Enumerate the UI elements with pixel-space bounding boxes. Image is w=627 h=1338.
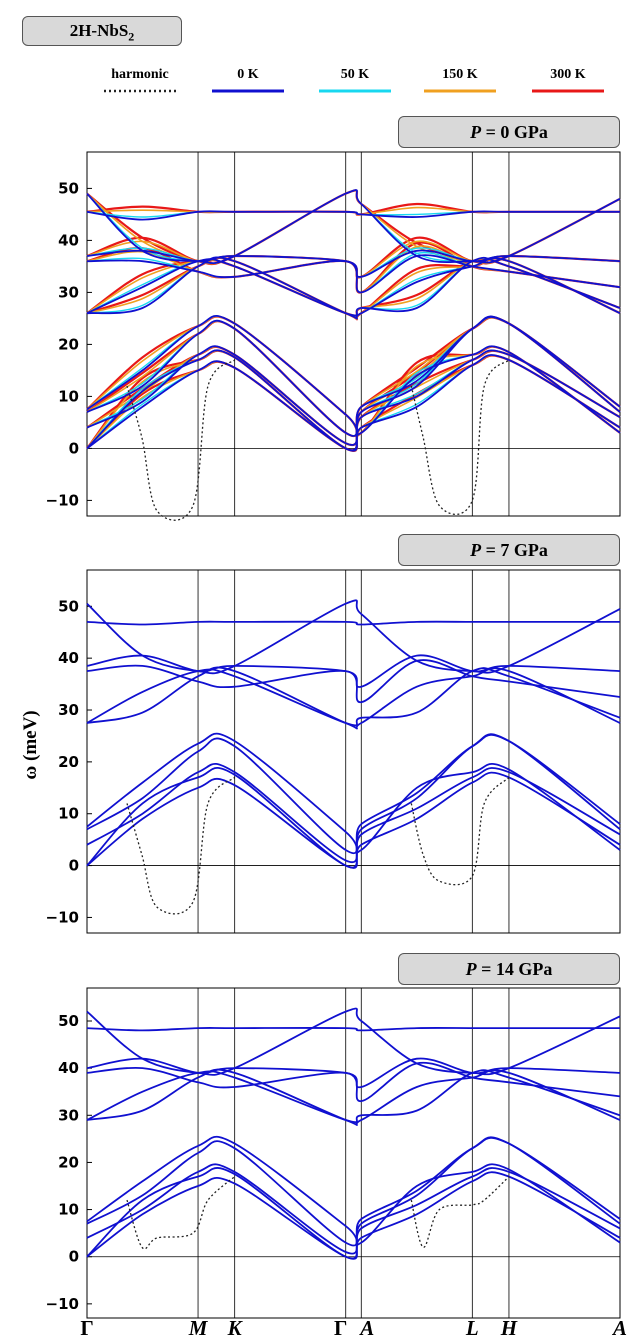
dispersion-band — [86, 666, 621, 730]
panel-2: −10 0 10 20 30 40 50 — [46, 987, 621, 1319]
y-tick-label: 40 — [58, 1059, 79, 1077]
dispersion-band — [86, 315, 621, 437]
dispersion-band — [86, 767, 621, 869]
panel-var-p7: P — [470, 540, 482, 560]
y-tick-label: 10 — [58, 1201, 79, 1219]
y-tick-label: 40 — [58, 231, 79, 249]
dispersion-band — [86, 249, 621, 278]
dispersion-band — [86, 254, 621, 294]
harmonic-soft-mode — [126, 359, 236, 521]
panel-0: −10 0 10 20 30 40 50 — [46, 151, 621, 521]
dispersion-band — [86, 1057, 621, 1089]
y-tick-label: −10 — [46, 908, 79, 926]
material-name: 2H-NbS — [69, 21, 129, 40]
panel-value-p14: = 14 GPa — [481, 959, 553, 979]
legend-label: 300 K — [550, 67, 586, 82]
panel-label-p14: P = 14 GPa — [398, 953, 620, 985]
y-tick-label: −10 — [46, 1295, 79, 1313]
harmonic-soft-mode — [410, 359, 510, 516]
dispersion-band — [86, 732, 621, 854]
dispersion-band — [86, 620, 620, 626]
harmonic-soft-mode — [126, 1176, 236, 1250]
panel-label-p7: P = 7 GPa — [398, 534, 620, 566]
y-tick-label: 0 — [69, 439, 79, 457]
kpoint-label: H — [500, 1316, 518, 1338]
dispersion-band — [86, 349, 621, 452]
y-tick-label: 10 — [58, 387, 79, 405]
dispersion-band — [86, 256, 621, 320]
y-tick-label: 50 — [58, 597, 79, 615]
panel-var-p14: P — [465, 959, 477, 979]
dispersion-band — [86, 315, 621, 446]
dispersion-band — [86, 1027, 620, 1032]
y-tick-label: 30 — [58, 1106, 79, 1124]
y-tick-label: −10 — [46, 491, 79, 509]
dispersion-band — [86, 189, 621, 265]
plot-frame — [86, 987, 621, 1319]
kpoint-label: M — [188, 1316, 209, 1338]
dispersion-band — [86, 1007, 621, 1076]
y-tick-label: 10 — [58, 805, 79, 823]
kpoint-label: Γ — [80, 1316, 93, 1338]
material-subscript: 2 — [128, 29, 135, 44]
legend-label: harmonic — [111, 67, 169, 82]
y-tick-label: 40 — [58, 649, 79, 667]
dispersion-band — [86, 599, 621, 675]
y-tick-label: 20 — [58, 753, 79, 771]
legend-label: 150 K — [442, 67, 478, 82]
dispersion-band — [86, 1061, 621, 1102]
panel-value-p0: = 0 GPa — [485, 122, 548, 142]
plot-frame — [86, 569, 621, 934]
harmonic-soft-mode — [126, 776, 236, 915]
y-tick-label: 50 — [58, 1012, 79, 1030]
y-tick-label: 20 — [58, 1153, 79, 1171]
kpoint-label: A — [611, 1316, 627, 1338]
dispersion-band — [86, 210, 620, 221]
y-tick-label: 50 — [58, 179, 79, 197]
dispersion-band — [86, 733, 621, 864]
panel-var-p0: P — [470, 122, 482, 142]
legend-label: 50 K — [341, 67, 370, 82]
dispersion-band — [86, 659, 621, 704]
dispersion-band — [86, 189, 621, 265]
y-tick-label: 30 — [58, 283, 79, 301]
kpoint-label: K — [227, 1316, 244, 1338]
y-tick-label: 20 — [58, 335, 79, 353]
dispersion-band — [86, 257, 621, 317]
y-tick-label: 30 — [58, 701, 79, 719]
kpoint-label: Γ — [334, 1316, 347, 1338]
dispersion-band — [86, 1068, 621, 1126]
material-label: 2H-NbS2 — [22, 16, 182, 46]
dispersion-band — [86, 654, 621, 688]
y-tick-label: 0 — [69, 1248, 79, 1266]
dispersion-band — [86, 1135, 621, 1247]
harmonic-soft-mode — [410, 776, 510, 886]
kpoint-label: L — [465, 1316, 479, 1338]
plot-frame — [86, 151, 621, 517]
kpoint-label: A — [358, 1316, 374, 1338]
legend-label: 0 K — [237, 67, 259, 82]
harmonic-soft-mode — [410, 1176, 510, 1248]
panel-label-p0: P = 0 GPa — [398, 116, 620, 148]
y-tick-label: 0 — [69, 857, 79, 875]
dispersion-band — [86, 315, 621, 437]
dispersion-band — [86, 202, 620, 216]
panel-value-p7: = 7 GPa — [485, 540, 548, 560]
dispersion-band — [86, 1136, 621, 1255]
y-axis-label: ω (meV) — [20, 710, 41, 779]
panel-1: −10 0 10 20 30 40 50 — [46, 569, 621, 934]
